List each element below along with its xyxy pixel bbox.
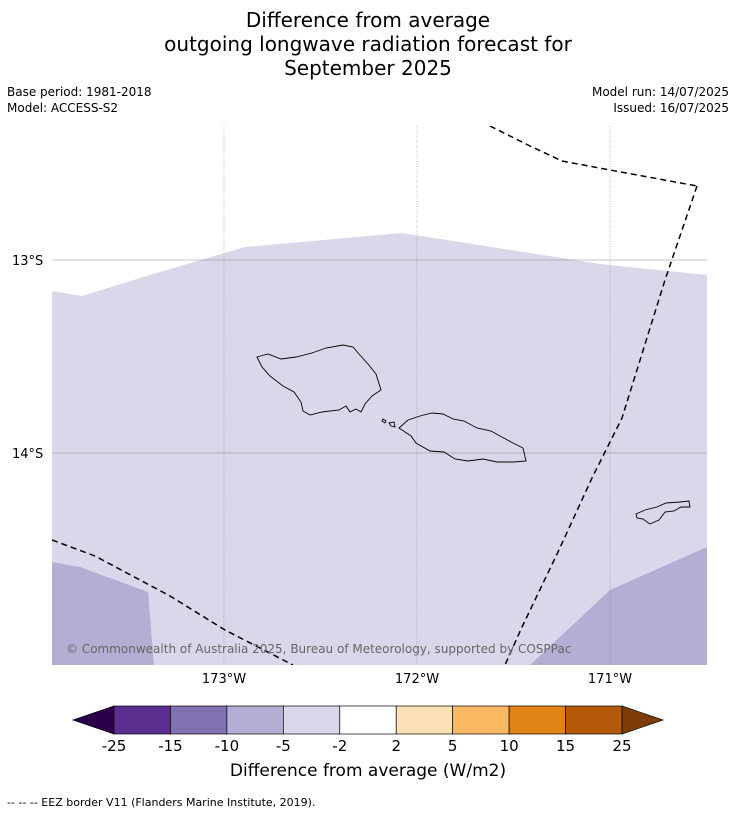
map-title: Difference from average outgoing longwav… bbox=[0, 8, 736, 80]
meta-right: Model run: 14/07/2025 Issued: 16/07/2025 bbox=[592, 84, 729, 116]
colorbar-bin bbox=[226, 705, 284, 735]
copyright-text: © Commonwealth of Australia 2025, Bureau… bbox=[66, 642, 571, 656]
colorbar-bin bbox=[395, 705, 454, 735]
issued-text: Issued: 16/07/2025 bbox=[613, 101, 729, 115]
colorbar-extend-max bbox=[621, 705, 665, 735]
colorbar-bin bbox=[565, 705, 623, 735]
anomaly-region-medium-west bbox=[52, 562, 154, 665]
colorbar-tick-label: 15 bbox=[556, 737, 575, 755]
anomaly-region-light bbox=[52, 233, 707, 665]
eez-border bbox=[52, 126, 698, 665]
title-line-3: September 2025 bbox=[284, 56, 452, 80]
colorbar-tick-label: 5 bbox=[448, 737, 458, 755]
lat-label-14s: 14°S bbox=[12, 447, 43, 462]
anomaly-region-medium-east bbox=[530, 547, 707, 665]
title-line-1: Difference from average bbox=[245, 8, 491, 32]
colorbar-tick-label: -25 bbox=[102, 737, 127, 755]
coastlines bbox=[256, 344, 691, 525]
colorbar-tick-label: 25 bbox=[612, 737, 631, 755]
colorbar-tick-label: 2 bbox=[391, 737, 401, 755]
colorbar-tick-label: -10 bbox=[215, 737, 240, 755]
colorbar-tick-label: 10 bbox=[500, 737, 519, 755]
title-line-2: outgoing longwave radiation forecast for bbox=[164, 32, 572, 56]
colorbar-bin bbox=[339, 705, 397, 735]
eez-segment-north bbox=[489, 126, 698, 187]
colorbar-bin bbox=[508, 705, 566, 735]
graticule bbox=[52, 126, 707, 665]
model-text: Model: ACCESS-S2 bbox=[7, 101, 119, 115]
lon-label-171w: 171°W bbox=[588, 672, 632, 687]
island-tutuila bbox=[635, 500, 691, 525]
colorbar-bin bbox=[452, 705, 510, 735]
model-run-text: Model run: 14/07/2025 bbox=[591, 85, 729, 99]
lat-label-13s: 13°S bbox=[12, 254, 43, 269]
lon-label-173w: 173°W bbox=[202, 672, 246, 687]
colorbar-tick-label: -5 bbox=[276, 737, 291, 755]
map-area bbox=[52, 126, 707, 665]
lon-label-172w: 172°W bbox=[395, 672, 439, 687]
colorbar-tick-label: -15 bbox=[158, 737, 183, 755]
eez-segment-east bbox=[504, 185, 698, 665]
colorbar-extend-min bbox=[71, 705, 115, 735]
eez-segment-southwest bbox=[52, 539, 294, 665]
colorbar: -25 -15 -10 -5 -2 2 5 10 15 25 bbox=[71, 705, 665, 755]
base-period-text: Base period: 1981-2018 bbox=[7, 85, 152, 99]
meta-left: Base period: 1981-2018 Model: ACCESS-S2 bbox=[7, 84, 152, 116]
colorbar-tick-label: -2 bbox=[332, 737, 347, 755]
island-apolima bbox=[388, 421, 396, 428]
island-upolu bbox=[398, 412, 527, 463]
island-savaii bbox=[256, 344, 382, 416]
colorbar-bin bbox=[170, 705, 228, 735]
lon-labels: 173°W 172°W 171°W bbox=[202, 672, 632, 687]
colorbar-label: Difference from average (W/m2) bbox=[229, 761, 507, 781]
eez-footnote: -- -- -- EEZ border V11 (Flanders Marine… bbox=[7, 796, 316, 809]
colorbar-bin bbox=[282, 705, 341, 735]
colorbar-bin bbox=[113, 705, 171, 735]
island-manono bbox=[381, 418, 387, 424]
lat-labels: 13°S 14°S bbox=[12, 254, 43, 462]
